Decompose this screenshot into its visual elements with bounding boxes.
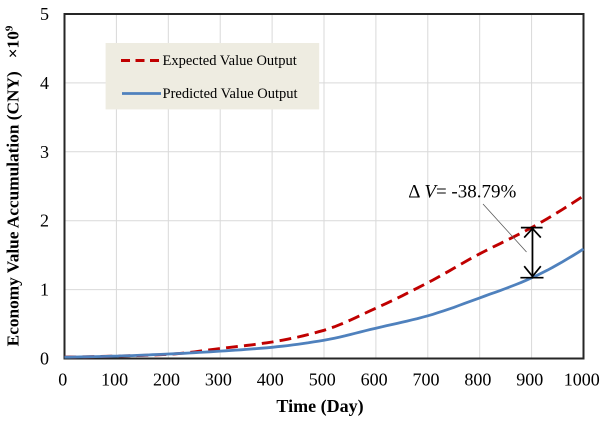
svg-text:200: 200 [153, 370, 180, 390]
svg-text:0: 0 [40, 349, 49, 369]
svg-text:5: 5 [40, 4, 49, 24]
svg-text:800: 800 [464, 370, 491, 390]
svg-text:500: 500 [309, 370, 336, 390]
svg-text:100: 100 [101, 370, 128, 390]
svg-text:1: 1 [40, 280, 49, 300]
svg-text:0: 0 [58, 370, 67, 390]
svg-text:400: 400 [257, 370, 284, 390]
svg-text:4: 4 [40, 73, 49, 93]
svg-text:Predicted Value Output: Predicted Value Output [163, 86, 298, 102]
svg-text:Economy Value Accumulation (CN: Economy Value Accumulation (CNY) ×109 [4, 25, 23, 346]
svg-text:600: 600 [361, 370, 388, 390]
svg-text:Expected Value Output: Expected Value Output [163, 53, 297, 69]
svg-text:1000: 1000 [564, 370, 600, 390]
svg-text:300: 300 [205, 370, 232, 390]
svg-text:700: 700 [413, 370, 440, 390]
svg-text:900: 900 [516, 370, 543, 390]
svg-text:Δ V= -38.79%: Δ V= -38.79% [408, 182, 516, 203]
svg-text:2: 2 [40, 211, 49, 231]
svg-text:3: 3 [40, 142, 49, 162]
svg-text:Time (Day): Time (Day) [276, 396, 363, 417]
